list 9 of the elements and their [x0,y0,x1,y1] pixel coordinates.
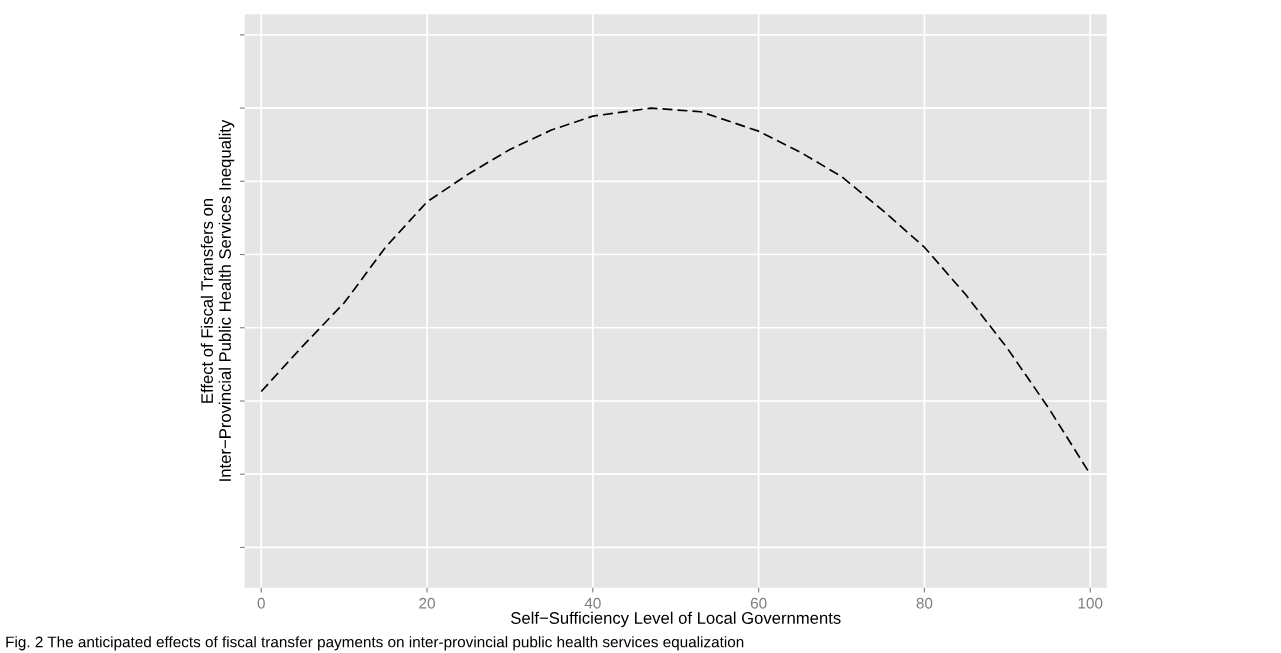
x-tick-label: 20 [419,597,435,609]
y-axis-title: Effect of Fiscal Transfers on Inter−Provincial Public Health Services Inequality [200,119,235,481]
x-tick-label: 80 [916,597,933,609]
x-tick-label: 100 [1078,597,1103,609]
x-tick-label: 60 [750,597,767,609]
x-axis-title: Self−Sufficiency Level of Local Governments [511,611,841,628]
x-tick-label: 0 [257,597,265,609]
x-tick-label: 40 [584,597,601,609]
caption: Fig. 2 The anticipated effects of fiscal transfer payments on inter-provincial public health services equalization [6,636,744,651]
